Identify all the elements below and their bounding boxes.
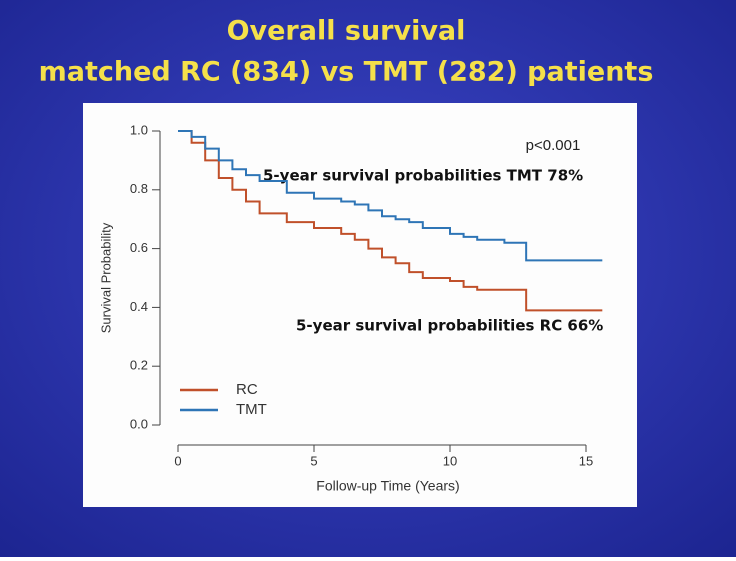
x-tick-label: 0	[174, 453, 181, 468]
legend-label: TMT	[236, 401, 267, 418]
survival-curve	[178, 130, 603, 312]
survival-curve	[178, 130, 603, 262]
y-tick-label: 1.0	[130, 122, 148, 137]
y-axis-label: Survival Probability	[98, 222, 113, 333]
chart-panel	[83, 103, 637, 507]
x-tick-label: 15	[579, 453, 593, 468]
y-tick-label: 0.8	[130, 181, 148, 196]
y-tick-label: 0.2	[130, 358, 148, 373]
legend-label: RC	[236, 381, 258, 398]
y-tick-label: 0.4	[130, 299, 148, 314]
annotation: 5-year survival probabilities RC 66%	[296, 317, 603, 335]
x-axis-label: Follow-up Time (Years)	[316, 478, 459, 494]
y-tick-label: 0.6	[130, 240, 148, 255]
subtitle: matched RC (834) vs TMT (282) patients	[39, 57, 654, 88]
x-tick-label: 10	[443, 453, 457, 468]
y-tick-label: 0.0	[130, 416, 148, 431]
annotation: 5-year survival probabilities TMT 78%	[263, 167, 583, 185]
title: Overall survival	[227, 16, 466, 47]
x-tick-label: 5	[310, 453, 317, 468]
p-value: p<0.001	[526, 137, 581, 154]
